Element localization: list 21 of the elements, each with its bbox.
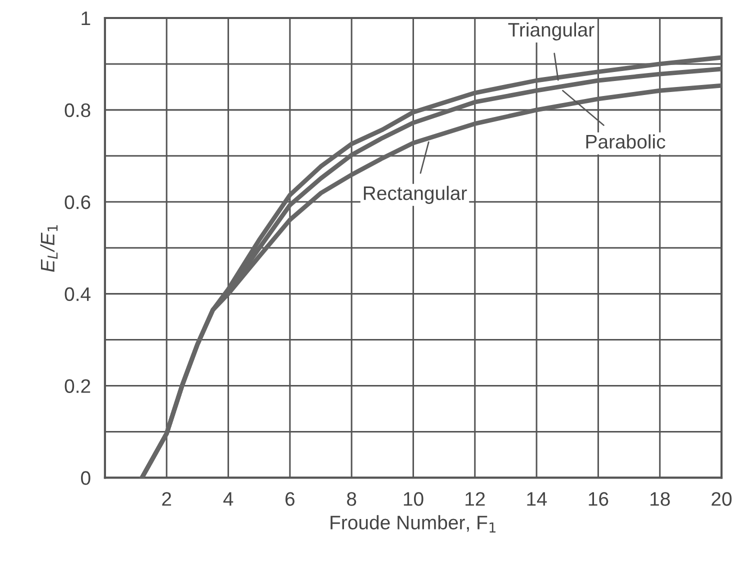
x-tick-label: 14 [527,492,547,506]
y-tick-label: 1 [82,12,90,26]
annotation: Triangular [508,22,594,40]
x-tick-label: 2 [162,492,172,506]
y-tick-label: 0.6 [64,195,90,210]
x-tick-label: 6 [286,492,294,506]
y-tick-label: 0 [81,471,90,485]
y-tick-label: 0.8 [64,103,90,118]
x-tick-label: 10 [404,492,424,506]
x-tick-label: 18 [650,492,670,506]
x-tick-label: 12 [466,492,485,506]
annotation: Rectangular [364,186,467,204]
x-tick-label: 4 [223,492,234,506]
annotation: Parabolic [586,134,666,149]
y-tick-label: 0.4 [64,287,91,302]
x-tick-label: 8 [347,492,356,506]
x-tick-label: 16 [588,492,608,506]
y-axis-title: E$_{L}$/E$_{1}$ [40,225,58,272]
x-tick-label: 20 [712,492,732,506]
y-tick-label: 0.2 [64,379,90,393]
x-axis-title: Froude Number, F$_{1}$ [330,515,496,532]
